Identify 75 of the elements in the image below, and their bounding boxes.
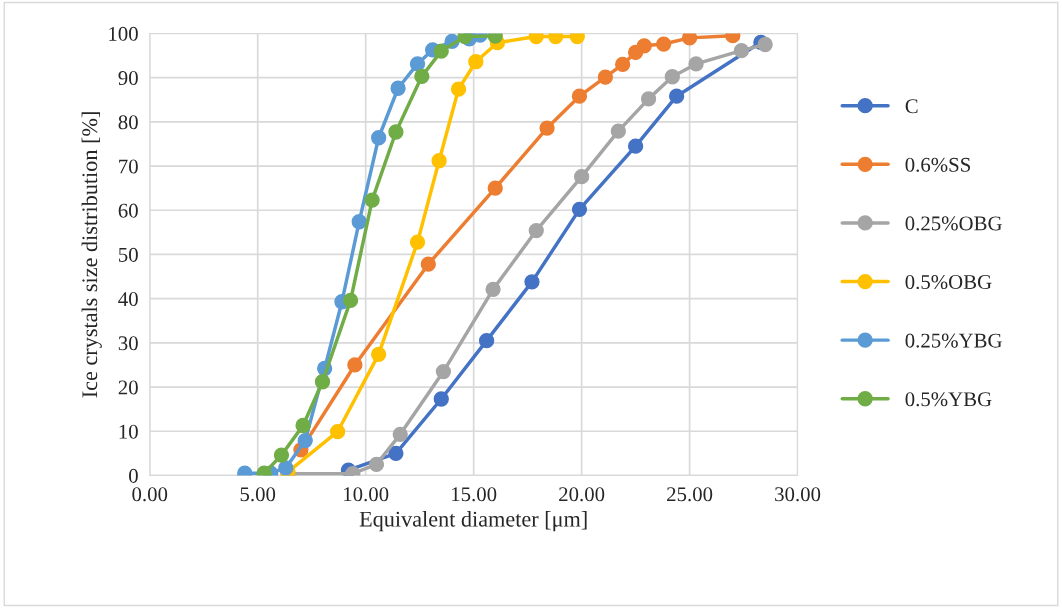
point — [342, 292, 359, 309]
point — [414, 68, 430, 84]
point — [388, 124, 404, 140]
point — [314, 374, 331, 390]
point — [597, 69, 614, 85]
point — [681, 33, 698, 46]
point — [351, 214, 367, 230]
legend-label: 0.6%SS — [905, 157, 970, 172]
x-tick-label: 15.00 — [452, 487, 497, 502]
point — [485, 281, 501, 298]
point — [297, 432, 313, 449]
point — [433, 43, 449, 59]
point — [468, 54, 484, 70]
y-tick-label: 70 — [119, 159, 138, 174]
point — [409, 56, 426, 72]
point — [435, 363, 452, 380]
point — [528, 222, 544, 239]
point — [478, 333, 495, 349]
y-tick-label: 10 — [119, 424, 138, 439]
y-tick-label: 0 — [129, 468, 138, 483]
x-tick-label: 10.00 — [344, 487, 389, 502]
point — [370, 130, 387, 146]
point — [347, 357, 363, 373]
point — [409, 234, 426, 250]
x-tick-label: 0.00 — [132, 487, 168, 502]
y-tick-label: 40 — [118, 292, 138, 307]
legend-label: 0.5%YBG — [905, 392, 992, 407]
point — [757, 36, 773, 53]
point — [295, 417, 311, 434]
point — [392, 426, 408, 442]
point — [370, 346, 387, 362]
point — [733, 43, 750, 59]
point — [433, 391, 449, 407]
legend-label: C — [905, 99, 918, 114]
point — [450, 81, 467, 97]
point — [420, 256, 436, 272]
y-tick-label: 20 — [118, 380, 138, 395]
point — [487, 180, 503, 196]
point — [573, 169, 590, 185]
x-axis-title: Equivalent diameter [μm] — [359, 511, 587, 532]
legend-label: 0.25%OBG — [905, 216, 1002, 231]
point — [664, 69, 680, 85]
point — [627, 138, 644, 154]
x-tick-label: 5.00 — [240, 487, 276, 502]
x-tick-label: 30.00 — [775, 487, 821, 502]
y-tick-label: 100 — [109, 26, 138, 41]
x-tick-label: 25.00 — [667, 487, 713, 502]
legend-label: 0.5%OBG — [905, 274, 992, 290]
point — [364, 192, 380, 208]
point — [610, 123, 626, 139]
point — [571, 88, 588, 104]
y-tick-label: 90 — [118, 71, 138, 86]
point — [273, 447, 290, 463]
point — [431, 153, 447, 169]
point — [615, 56, 631, 73]
y-tick-label: 60 — [118, 203, 138, 218]
legend-label: 0.25%YBG — [905, 333, 1002, 348]
point — [688, 56, 704, 72]
point — [388, 445, 404, 461]
point — [656, 36, 672, 52]
point — [368, 456, 385, 473]
point — [668, 88, 685, 104]
x-tick-label: 20.00 — [559, 487, 605, 502]
y-tick-label: 50 — [119, 247, 138, 262]
point — [539, 120, 555, 136]
point — [640, 91, 657, 107]
point — [571, 201, 588, 218]
point — [636, 38, 652, 54]
y-tick-label: 80 — [118, 115, 138, 130]
point — [329, 424, 346, 440]
y-tick-label: 30 — [118, 336, 138, 351]
y-axis-title: Ice crystals size distribution [%] — [81, 112, 102, 398]
point — [278, 460, 294, 476]
point — [524, 274, 540, 290]
point — [390, 80, 406, 96]
